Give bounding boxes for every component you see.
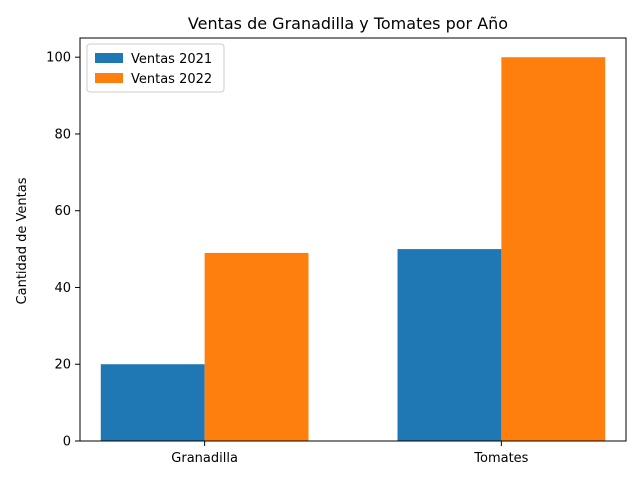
- legend-swatch: [95, 73, 123, 83]
- y-axis-label: Cantidad de Ventas: [15, 177, 30, 304]
- x-tick-label: Tomates: [473, 451, 528, 466]
- legend-label: Ventas 2021: [131, 52, 212, 67]
- x-tick-label: Granadilla: [171, 451, 238, 466]
- bar-tomates-ventas-2022: [501, 57, 606, 441]
- bar-granadilla-ventas-2022: [204, 252, 309, 441]
- plot-frame: [79, 37, 627, 442]
- y-tick-label: 80: [54, 127, 71, 142]
- chart-title: Ventas de Granadilla y Tomates por Año: [188, 14, 508, 33]
- y-tick-label: 60: [54, 204, 71, 219]
- legend-label: Ventas 2022: [131, 72, 212, 87]
- y-tick-label: 40: [54, 281, 71, 296]
- bar-granadilla-ventas-2021: [100, 364, 205, 441]
- y-axis: 0 20 40 60 80 100: [46, 51, 80, 450]
- legend: Ventas 2021 Ventas 2022: [86, 43, 225, 93]
- legend-swatch: [95, 53, 123, 63]
- y-tick-label: 100: [46, 51, 71, 66]
- x-axis: Granadilla Tomates: [171, 441, 529, 466]
- y-tick-label: 0: [63, 435, 71, 450]
- bar-tomates-ventas-2021: [397, 249, 502, 441]
- bars-layer: [100, 57, 606, 441]
- y-tick-label: 20: [54, 358, 71, 373]
